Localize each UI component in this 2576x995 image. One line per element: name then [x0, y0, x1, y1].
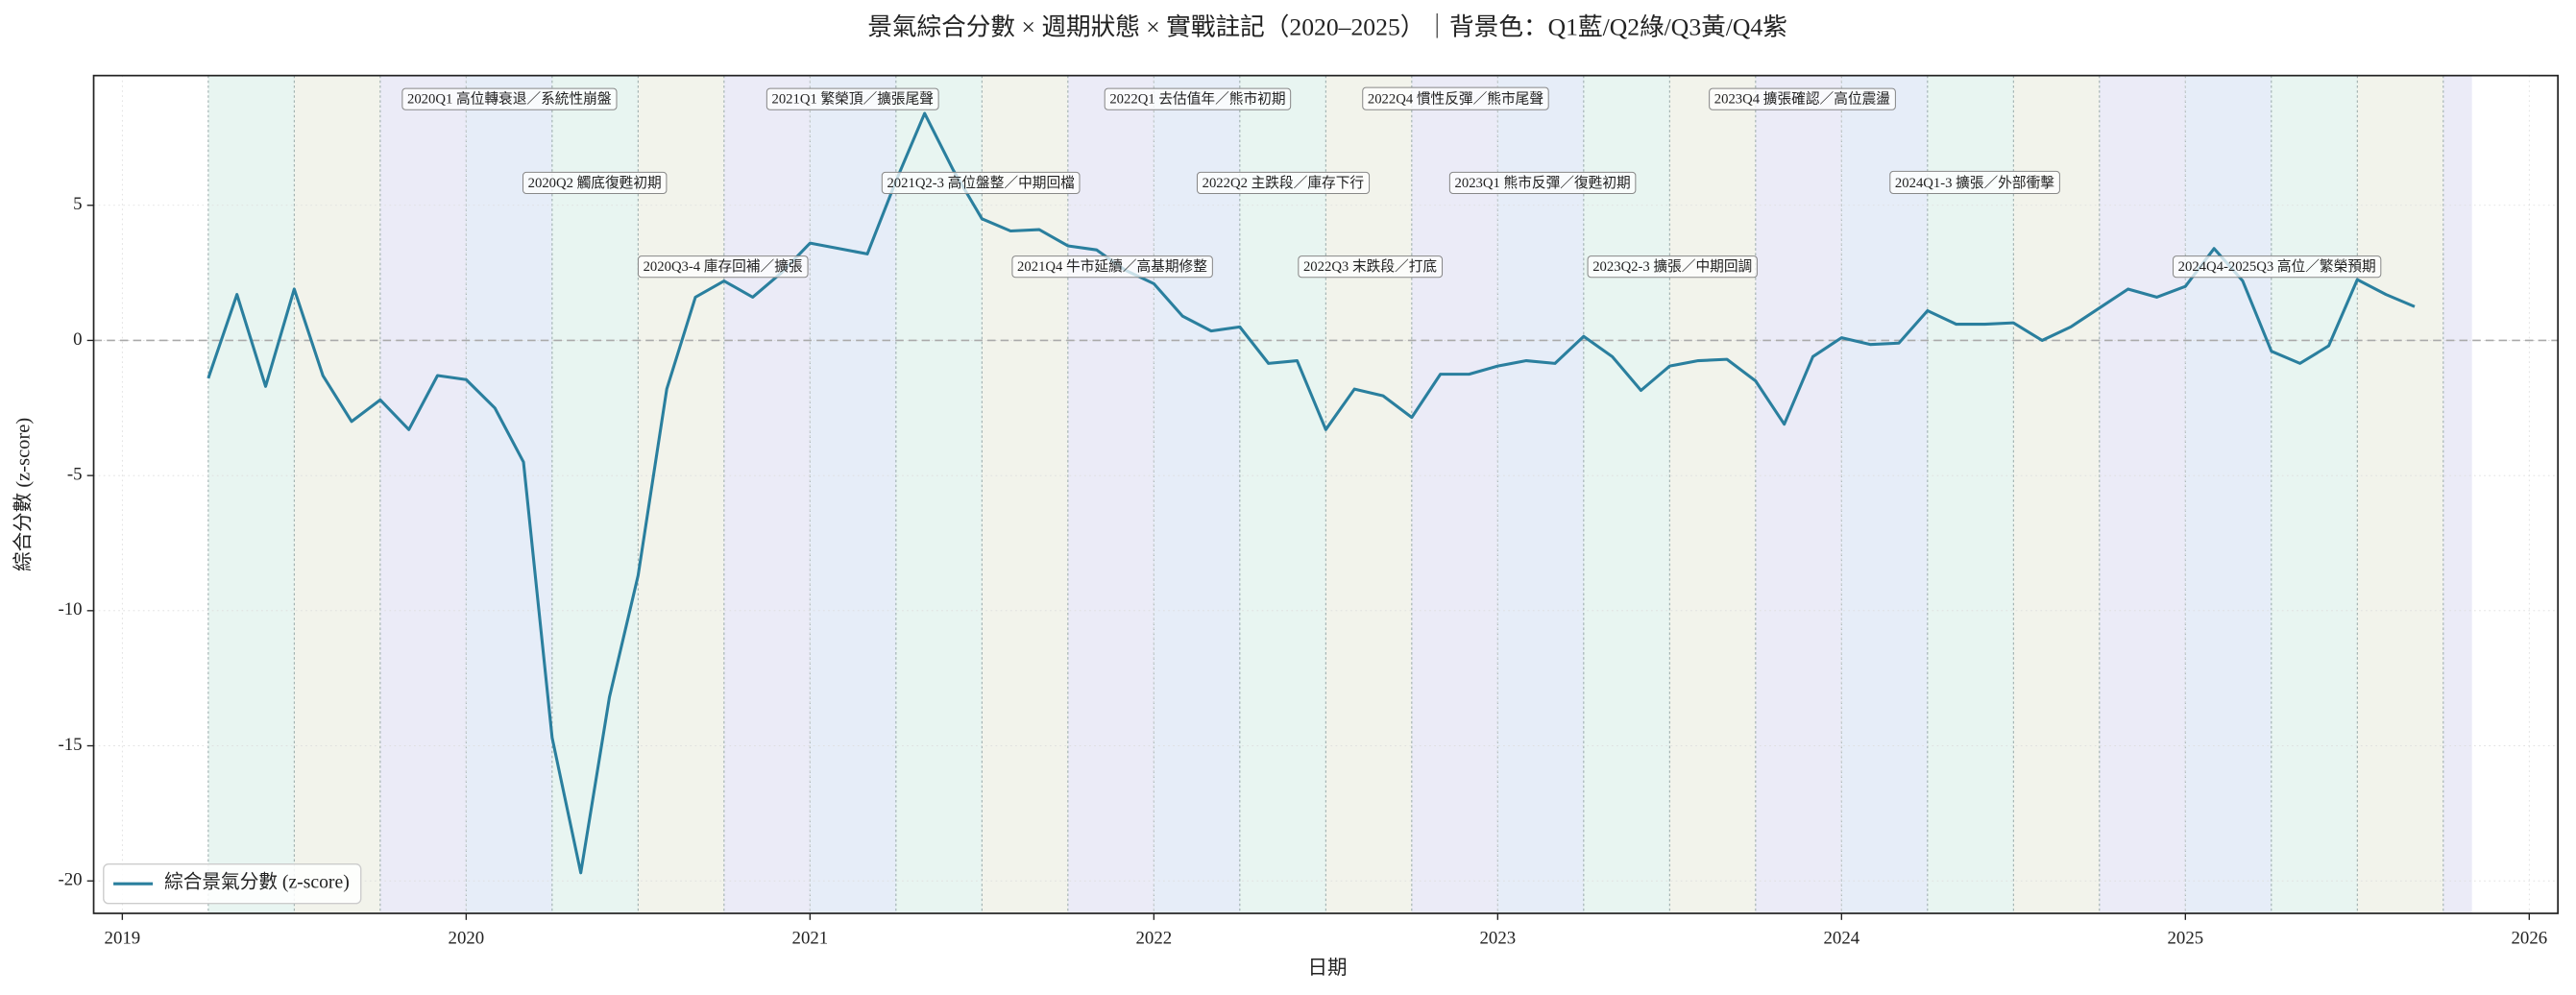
y-tick-label: -15	[58, 735, 82, 755]
quarter-band	[2357, 75, 2443, 913]
quarter-band	[1325, 75, 1412, 913]
annotation: 2022Q1 去估值年／熊市初期	[1104, 87, 1292, 110]
x-tick-label: 2026	[2512, 929, 2548, 949]
x-tick-label: 2023	[1480, 929, 1517, 949]
annotation-box	[1709, 87, 1896, 110]
annotation-text: 2023Q1 熊市反彈／復甦初期	[1455, 175, 1631, 191]
annotation-box	[401, 87, 618, 110]
quarter-band	[1669, 75, 1756, 913]
quarter-band	[895, 75, 983, 913]
annotation-box	[1448, 171, 1637, 195]
legend-box	[103, 862, 362, 905]
quarter-band	[2271, 75, 2358, 913]
quarter-band	[1841, 75, 1928, 913]
annotation-box	[1587, 255, 1758, 279]
legend-label: 綜合景氣分數 (z-score)	[164, 872, 350, 893]
y-tick-label: -10	[58, 599, 82, 619]
annotation: 2021Q4 牛市延續／高基期修整	[1011, 255, 1213, 279]
annotation: 2020Q1 高位轉衰退／系統性崩盤	[401, 87, 618, 110]
quarter-band	[1755, 75, 1842, 913]
annotation-box	[1298, 255, 1444, 279]
annotation: 2023Q2-3 擴張／中期回調	[1587, 255, 1758, 279]
x-axis-label: 日期	[1308, 958, 1348, 979]
quarter-band	[1497, 75, 1584, 913]
quarter-band	[810, 75, 896, 913]
annotation-box	[2173, 255, 2382, 279]
annotation-box	[637, 255, 809, 279]
annotation: 2023Q4 擴張確認／高位震盪	[1709, 87, 1896, 110]
quarter-band	[1067, 75, 1154, 913]
x-tick-label: 2021	[792, 929, 829, 949]
y-tick-label: 0	[73, 329, 82, 350]
annotation-text: 2023Q4 擴張確認／高位震盪	[1714, 91, 1890, 108]
annotation-box	[1889, 170, 2060, 195]
annotation: 2021Q1 繁榮頂／擴張尾聲	[766, 87, 939, 110]
quarter-band	[2442, 75, 2472, 913]
data-line	[207, 111, 2416, 875]
annotation-text: 2020Q2 觸底復甦初期	[528, 175, 662, 191]
annotation-text: 2024Q4-2025Q3 高位／繁榮預期	[2178, 258, 2376, 275]
y-tick-label: -5	[67, 464, 83, 484]
annotation: 2021Q2-3 高位盤整／中期回檔	[881, 171, 1081, 195]
annotation-box	[766, 87, 939, 110]
annotation-text: 2021Q1 繁榮頂／擴張尾聲	[771, 91, 934, 108]
quarter-band	[466, 75, 552, 913]
x-tick-label: 2025	[2168, 929, 2204, 949]
annotation-text: 2021Q2-3 高位盤整／中期回檔	[887, 175, 1074, 191]
quarter-band	[982, 75, 1068, 913]
quarter-band	[207, 75, 295, 913]
annotation-text: 2020Q1 高位轉衰退／系統性崩盤	[407, 91, 612, 108]
annotation-text: 2021Q4 牛市延續／高基期修整	[1017, 258, 1207, 275]
annotation-box	[1196, 171, 1371, 195]
annotation: 2024Q4-2025Q3 高位／繁榮預期	[2173, 255, 2382, 279]
annotation-box	[1104, 87, 1292, 110]
quarter-band	[294, 75, 380, 913]
quarter-band	[1927, 75, 2014, 913]
annotation: 2023Q1 熊市反彈／復甦初期	[1448, 171, 1637, 195]
annotation-text: 2022Q4 慣性反彈／熊市尾聲	[1368, 90, 1543, 108]
quarter-band	[638, 75, 724, 913]
annotation-text: 2022Q3 末跌段／打底	[1303, 258, 1437, 275]
quarter-band	[379, 75, 467, 913]
annotation-text: 2020Q3-4 庫存回補／擴張	[644, 258, 803, 275]
quarter-band	[1583, 75, 1670, 913]
annotation-text: 2024Q1-3 擴張／外部衝擊	[1895, 174, 2054, 191]
legend: 綜合景氣分數 (z-score)	[103, 862, 362, 905]
quarter-band	[1411, 75, 1498, 913]
quarter-band	[551, 75, 639, 913]
quarter-band	[1239, 75, 1326, 913]
annotation: 2022Q3 末跌段／打底	[1298, 255, 1444, 279]
annotation: 2024Q1-3 擴張／外部衝擊	[1889, 170, 2060, 195]
x-tick-label: 2024	[1824, 929, 1860, 949]
y-tick-label: -20	[58, 870, 82, 890]
annotation: 2020Q3-4 庫存回補／擴張	[637, 255, 809, 279]
annotation-box	[881, 171, 1081, 195]
annotation-box	[522, 171, 668, 195]
quarter-band	[1154, 75, 1240, 913]
annotation: 2020Q2 觸底復甦初期	[522, 171, 668, 195]
annotation-text: 2022Q1 去估值年／熊市初期	[1109, 91, 1285, 108]
plot-frame	[92, 74, 2560, 914]
annotation-text: 2023Q2-3 擴張／中期回調	[1592, 258, 1752, 275]
quarter-band	[2099, 75, 2186, 913]
y-tick-label: 5	[73, 194, 82, 214]
chart-title: 景氣綜合分數 × 週期狀態 × 實戰註記（2020–2025）｜背景色：Q1藍/…	[867, 13, 1787, 41]
x-tick-label: 2020	[449, 929, 485, 949]
annotation-box	[1011, 255, 1213, 279]
y-axis-label: 綜合分數 (z-score)	[12, 418, 34, 571]
quarter-band	[723, 75, 811, 913]
quarter-band	[2013, 75, 2100, 913]
quarter-band	[2185, 75, 2272, 913]
x-tick-label: 2022	[1136, 929, 1173, 949]
annotation: 2022Q2 主跌段／庫存下行	[1196, 171, 1371, 195]
annotation-text: 2022Q2 主跌段／庫存下行	[1203, 175, 1365, 191]
annotation-box	[1362, 86, 1549, 110]
annotation: 2022Q4 慣性反彈／熊市尾聲	[1362, 86, 1549, 110]
x-tick-label: 2019	[105, 929, 141, 949]
